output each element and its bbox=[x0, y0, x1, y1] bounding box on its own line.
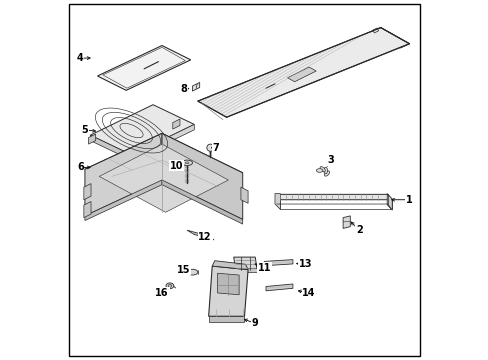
Polygon shape bbox=[276, 194, 280, 210]
Polygon shape bbox=[386, 194, 391, 210]
Polygon shape bbox=[198, 28, 408, 117]
Text: 3: 3 bbox=[326, 155, 333, 165]
Text: 10: 10 bbox=[169, 161, 183, 171]
Polygon shape bbox=[88, 134, 96, 144]
Ellipse shape bbox=[323, 167, 327, 174]
Text: 14: 14 bbox=[302, 288, 315, 298]
Text: 5: 5 bbox=[81, 125, 88, 135]
Polygon shape bbox=[274, 194, 280, 210]
Polygon shape bbox=[162, 134, 242, 220]
Polygon shape bbox=[265, 284, 292, 291]
Polygon shape bbox=[343, 216, 349, 228]
Polygon shape bbox=[241, 187, 247, 203]
Text: 1: 1 bbox=[405, 195, 412, 205]
Polygon shape bbox=[83, 202, 91, 218]
Polygon shape bbox=[99, 144, 228, 212]
Text: 2: 2 bbox=[355, 225, 362, 235]
Polygon shape bbox=[90, 105, 194, 155]
Ellipse shape bbox=[187, 269, 198, 275]
Polygon shape bbox=[192, 82, 199, 91]
Polygon shape bbox=[162, 180, 242, 224]
Ellipse shape bbox=[316, 169, 322, 172]
Polygon shape bbox=[85, 134, 162, 216]
Text: 4: 4 bbox=[77, 53, 83, 63]
Polygon shape bbox=[83, 184, 91, 200]
Polygon shape bbox=[287, 67, 316, 82]
Polygon shape bbox=[131, 125, 194, 160]
Ellipse shape bbox=[185, 162, 188, 164]
Ellipse shape bbox=[182, 160, 192, 166]
Polygon shape bbox=[233, 257, 257, 270]
Polygon shape bbox=[372, 28, 378, 33]
Polygon shape bbox=[208, 316, 244, 321]
Polygon shape bbox=[276, 194, 391, 200]
Ellipse shape bbox=[324, 171, 329, 176]
Polygon shape bbox=[172, 119, 180, 129]
Polygon shape bbox=[97, 45, 190, 90]
Polygon shape bbox=[85, 180, 162, 221]
Polygon shape bbox=[264, 260, 292, 266]
Polygon shape bbox=[212, 261, 247, 270]
Polygon shape bbox=[90, 135, 131, 160]
Text: 16: 16 bbox=[155, 288, 168, 298]
Text: 15: 15 bbox=[177, 265, 190, 275]
Polygon shape bbox=[85, 134, 242, 209]
Polygon shape bbox=[217, 273, 239, 295]
Text: 12: 12 bbox=[198, 232, 211, 242]
Text: 7: 7 bbox=[212, 143, 219, 153]
Text: 11: 11 bbox=[257, 263, 270, 273]
Ellipse shape bbox=[320, 167, 325, 172]
Polygon shape bbox=[208, 266, 247, 316]
Text: 13: 13 bbox=[298, 259, 311, 269]
Text: 8: 8 bbox=[180, 84, 186, 94]
Text: 6: 6 bbox=[77, 162, 83, 172]
Ellipse shape bbox=[165, 283, 174, 289]
Polygon shape bbox=[187, 230, 214, 240]
Polygon shape bbox=[231, 269, 260, 273]
Ellipse shape bbox=[168, 284, 171, 287]
Circle shape bbox=[206, 144, 214, 151]
Text: 9: 9 bbox=[251, 319, 258, 328]
